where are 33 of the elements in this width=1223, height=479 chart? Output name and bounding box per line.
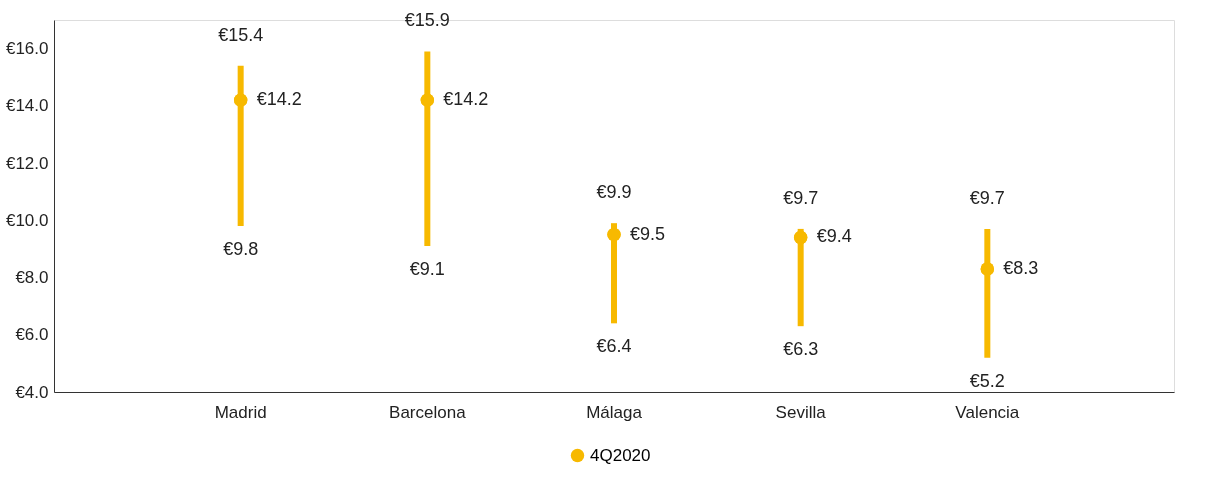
- data-label: €14.2: [256, 89, 302, 110]
- annotation: €15.9: [404, 10, 450, 31]
- point: [980, 262, 995, 276]
- y-tick-label: €4.0: [15, 382, 49, 402]
- data-label: €9.4: [816, 226, 852, 247]
- annotation: €6.3: [783, 339, 819, 360]
- annotation: €9.7: [783, 187, 819, 208]
- legend-label: 4Q2020: [590, 445, 651, 465]
- x-tick-label: Madrid: [214, 402, 267, 422]
- point: [233, 93, 248, 107]
- point: [420, 93, 435, 107]
- data-label: €9.5: [630, 223, 666, 244]
- data-label: €8.3: [1003, 257, 1039, 278]
- annotation: €9.8: [223, 239, 259, 260]
- annotation: €15.4: [218, 24, 264, 45]
- annotation: €9.1: [409, 259, 445, 280]
- x-tick-label: Barcelona: [389, 402, 467, 422]
- y-tick-label: €6.0: [15, 325, 49, 345]
- annotation: €9.7: [969, 187, 1005, 208]
- x-tick-label: Valencia: [955, 402, 1020, 422]
- x-tick-label: Sevilla: [775, 402, 827, 422]
- y-tick-label: €12.0: [5, 153, 49, 173]
- y-tick-label: €10.0: [5, 210, 49, 230]
- point: [607, 227, 621, 242]
- x-tick-label: Málaga: [586, 402, 643, 422]
- annotation: €5.2: [969, 370, 1005, 391]
- y-tick-label: €8.0: [15, 268, 49, 288]
- y-tick-label: €16.0: [5, 39, 49, 59]
- data-label: €14.2: [443, 89, 489, 110]
- annotation: €9.9: [596, 182, 632, 203]
- point: [793, 230, 808, 245]
- annotation: €6.4: [596, 336, 632, 357]
- y-tick-label: €14.0: [5, 96, 49, 116]
